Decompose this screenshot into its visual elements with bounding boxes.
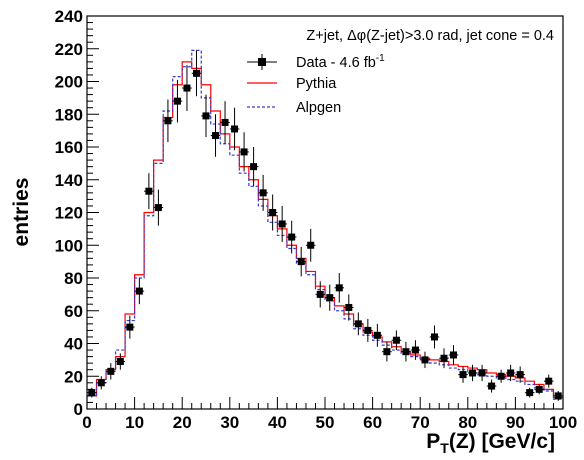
data-point: [497, 372, 505, 380]
data-point: [545, 377, 553, 385]
data-point: [164, 117, 172, 125]
data-point: [297, 258, 305, 266]
data-point: [345, 303, 353, 311]
x-tick-label: 80: [458, 413, 477, 432]
y-tick-label: 40: [64, 335, 83, 354]
data-point: [231, 125, 239, 133]
data-point: [154, 204, 162, 212]
x-tick-label: 0: [82, 413, 91, 432]
data-point: [221, 118, 229, 126]
data-point: [488, 382, 496, 390]
y-tick-label: 240: [55, 7, 83, 26]
legend-label-alpgen: Alpgen: [296, 100, 341, 116]
y-axis-title: entries: [10, 178, 33, 247]
data-points-layer: [87, 50, 563, 401]
data-point: [173, 97, 181, 105]
y-tick-label: 180: [55, 105, 83, 124]
y-tick-label: 160: [55, 138, 83, 157]
y-tick-label: 0: [74, 400, 83, 419]
data-point: [259, 189, 267, 197]
y-tick-label: 60: [64, 302, 83, 321]
data-point: [288, 233, 296, 241]
data-point: [202, 112, 210, 120]
x-axis-title-main: P: [426, 430, 440, 453]
legend-label-pythia: Pythia: [296, 76, 337, 92]
legend: Data - 4.6 fb-1 Pythia Alpgen: [247, 53, 385, 116]
data-point: [421, 356, 429, 364]
x-tick-label: 60: [363, 413, 382, 432]
data-point: [526, 389, 534, 397]
data-point: [97, 379, 105, 387]
data-point: [535, 385, 543, 393]
x-axis-title: PT(Z) [GeV/c]: [426, 430, 555, 456]
data-point: [107, 367, 115, 375]
data-point: [478, 369, 486, 377]
x-tick-label: 20: [173, 413, 192, 432]
x-tick-label: 70: [411, 413, 430, 432]
x-axis-title-sub: T: [440, 440, 449, 456]
x-tick-label: 90: [506, 413, 525, 432]
data-point: [450, 351, 458, 359]
data-point: [212, 132, 220, 140]
data-point: [240, 148, 248, 156]
data-point: [373, 331, 381, 339]
x-tick-label: 30: [220, 413, 239, 432]
legend-label-data-sup: -1: [376, 53, 385, 64]
data-point: [335, 284, 343, 292]
x-axis-title-rest: (Z) [GeV/c]: [449, 430, 555, 453]
data-point: [278, 220, 286, 228]
y-tick-label: 220: [55, 40, 83, 59]
data-point: [145, 187, 153, 195]
data-point: [269, 209, 277, 216]
x-tick-label: 100: [549, 413, 577, 432]
data-point: [411, 346, 419, 354]
data-point: [440, 354, 448, 362]
data-point: [430, 333, 438, 341]
data-point: [507, 369, 515, 377]
data-point: [250, 163, 258, 171]
data-point: [135, 287, 143, 295]
data-point: [326, 294, 334, 302]
data-point: [183, 84, 191, 92]
y-tick-label: 120: [55, 204, 83, 223]
data-point: [88, 389, 96, 397]
axis-layer: 0 10 20 30 40 50 60 70 80 90 100 0 20 40 60 80 100 120 140…: [55, 7, 578, 432]
data-point: [316, 290, 324, 298]
data-point: [354, 320, 362, 328]
data-point: [192, 69, 200, 77]
data-point: [307, 241, 315, 249]
data-point: [392, 336, 400, 344]
y-tick-label: 100: [55, 236, 83, 255]
plot-annotation: Z+jet, Δφ(Z-jet)>3.0 rad, jet cone = 0.4: [306, 28, 554, 44]
y-tick-label: 200: [55, 73, 83, 92]
y-tick-label: 140: [55, 171, 83, 190]
x-tick-label: 50: [316, 413, 335, 432]
data-point: [364, 326, 372, 334]
data-point: [469, 369, 477, 377]
y-tick-label: 80: [64, 269, 83, 288]
data-point: [126, 323, 134, 331]
data-point: [459, 371, 467, 379]
x-tick-label: 10: [125, 413, 144, 432]
legend-label-data-main: Data - 4.6 fb: [296, 55, 376, 71]
data-point: [116, 358, 124, 366]
y-tick-label: 20: [64, 367, 83, 386]
data-point: [516, 371, 524, 379]
data-point: [554, 392, 562, 400]
legend-label-data: Data - 4.6 fb-1: [296, 53, 385, 71]
data-point: [383, 348, 391, 356]
data-point: [402, 348, 410, 356]
x-tick-label: 40: [268, 413, 287, 432]
legend-marker-square: [258, 58, 266, 66]
